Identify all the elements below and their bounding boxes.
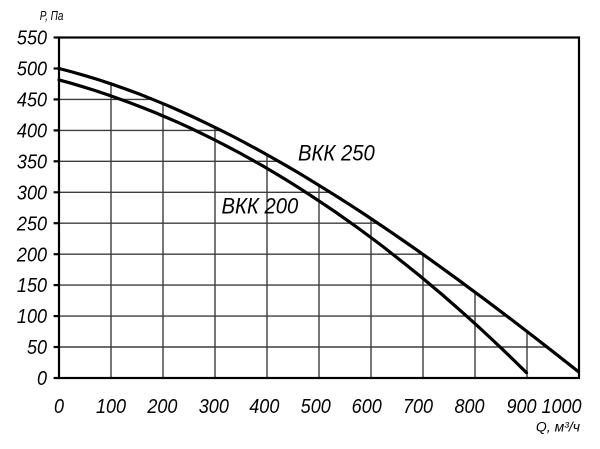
svg-text:ВКК 200: ВКК 200: [222, 194, 299, 219]
svg-text:300: 300: [199, 396, 229, 418]
svg-text:Q, м³/ч: Q, м³/ч: [536, 419, 580, 435]
svg-text:ВКК 250: ВКК 250: [298, 141, 375, 166]
svg-text:200: 200: [16, 244, 47, 266]
svg-text:800: 800: [454, 396, 484, 418]
svg-text:400: 400: [249, 396, 279, 418]
svg-text:200: 200: [146, 396, 177, 418]
svg-text:1000: 1000: [541, 396, 581, 418]
svg-text:700: 700: [403, 396, 433, 418]
svg-text:450: 450: [17, 90, 47, 112]
svg-text:550: 550: [17, 28, 47, 50]
svg-text:300: 300: [17, 182, 47, 204]
svg-text:50: 50: [27, 337, 47, 359]
svg-text:500: 500: [17, 59, 47, 81]
svg-text:350: 350: [17, 151, 47, 173]
svg-text:0: 0: [54, 396, 64, 418]
svg-text:600: 600: [352, 396, 382, 418]
svg-text:100: 100: [96, 396, 126, 418]
svg-text:900: 900: [506, 396, 536, 418]
svg-text:500: 500: [301, 396, 331, 418]
svg-text:250: 250: [16, 213, 47, 235]
svg-text:100: 100: [17, 306, 47, 328]
svg-text:150: 150: [17, 275, 47, 297]
svg-text:0: 0: [37, 368, 47, 390]
svg-text:400: 400: [17, 121, 47, 143]
svg-text:P, Па: P, Па: [40, 9, 64, 24]
